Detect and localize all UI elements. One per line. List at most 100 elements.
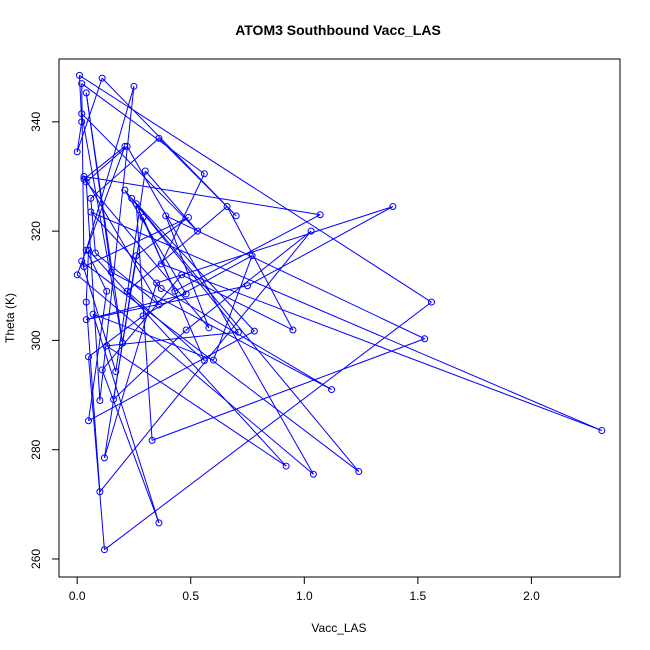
- series-segment: [85, 146, 128, 183]
- data-point: [85, 417, 93, 425]
- data-point: [232, 212, 240, 220]
- series-segment: [81, 113, 124, 344]
- data-point: [200, 357, 208, 365]
- series-segment: [101, 274, 183, 371]
- x-axis-label: Vacc_LAS: [311, 621, 366, 635]
- data-point: [598, 427, 606, 435]
- series-segment: [78, 75, 83, 122]
- series-segment: [92, 313, 214, 361]
- series-segment: [226, 206, 294, 331]
- data-point: [100, 546, 108, 554]
- data-point: [96, 488, 104, 496]
- data-point: [421, 335, 429, 343]
- series-segment: [83, 217, 189, 268]
- x-tick-label: 0.0: [69, 589, 86, 603]
- data-point: [121, 142, 129, 150]
- series-segment: [103, 282, 158, 459]
- data-point: [250, 327, 258, 335]
- y-tick-label: 300: [29, 330, 43, 350]
- y-tick-label: 260: [29, 549, 43, 569]
- data-point: [148, 436, 156, 444]
- data-point: [427, 298, 435, 306]
- data-point: [82, 178, 90, 186]
- x-tick-label: 2.0: [523, 589, 540, 603]
- data-point: [182, 326, 190, 334]
- series-segment: [81, 83, 85, 267]
- data-point: [282, 462, 290, 470]
- series-segment: [95, 252, 160, 306]
- series-segment: [106, 345, 287, 467]
- data-point: [205, 324, 213, 332]
- data-point: [110, 395, 118, 403]
- series-segment: [160, 288, 332, 391]
- data-point: [132, 252, 140, 260]
- series-segment: [92, 314, 160, 524]
- data-point: [73, 271, 81, 279]
- series-segment: [83, 178, 210, 329]
- y-axis: 260 280 300 320 340: [29, 112, 60, 569]
- series-segment: [86, 293, 187, 321]
- data-point: [155, 519, 163, 527]
- data-point: [289, 326, 297, 334]
- data-point: [78, 80, 86, 88]
- series-segment: [104, 301, 432, 551]
- x-tick-label: 1.5: [410, 589, 427, 603]
- series-segment: [156, 206, 394, 284]
- series-segment: [144, 170, 198, 232]
- data-point: [139, 213, 147, 221]
- data-point: [309, 470, 317, 478]
- series-segment: [88, 330, 255, 422]
- series-segment: [111, 271, 332, 391]
- data-point: [123, 142, 131, 150]
- data-point: [98, 74, 106, 82]
- data-point: [78, 110, 86, 118]
- series-segment: [165, 215, 210, 329]
- data-point: [85, 246, 93, 254]
- data-point: [355, 468, 363, 476]
- series-segment: [124, 189, 239, 333]
- series-segment: [131, 197, 255, 332]
- data-point: [209, 356, 217, 364]
- data-point: [162, 212, 170, 220]
- data-point: [132, 200, 140, 208]
- data-point: [139, 312, 147, 320]
- data-point: [153, 279, 161, 287]
- series-segment: [85, 92, 112, 273]
- series-segment: [79, 74, 432, 303]
- data-point: [328, 386, 336, 394]
- data-point: [82, 298, 90, 306]
- series-segment: [158, 137, 237, 217]
- series-segment: [165, 215, 425, 340]
- series-segment: [106, 331, 239, 347]
- chart-title: ATOM3 Southbound Vacc_LAS: [235, 22, 441, 38]
- y-axis-label: Theta (K): [3, 293, 17, 343]
- x-tick-label: 1.0: [296, 589, 313, 603]
- data-point: [98, 366, 106, 374]
- data-point: [157, 260, 165, 268]
- data-point: [121, 186, 129, 194]
- data-point: [184, 213, 192, 221]
- series-segment: [135, 203, 153, 441]
- series-segment: [126, 146, 314, 475]
- data-point: [200, 170, 208, 178]
- data-point: [316, 211, 324, 219]
- data-point: [123, 287, 131, 295]
- series-segment: [113, 329, 187, 400]
- series-segment: [142, 217, 205, 361]
- data-point: [75, 71, 83, 79]
- data-point: [107, 268, 115, 276]
- series-segment: [185, 230, 312, 331]
- data-point: [155, 134, 163, 142]
- data-point: [91, 249, 99, 257]
- data-point: [87, 208, 95, 216]
- data-point: [119, 339, 127, 347]
- data-point: [182, 290, 190, 298]
- x-axis: 0.0 0.5 1.0 1.5 2.0: [69, 576, 540, 603]
- data-point: [78, 118, 86, 126]
- data-point: [103, 342, 111, 350]
- series-segment: [85, 302, 101, 492]
- series-segment: [99, 86, 135, 401]
- series-segment: [76, 121, 83, 152]
- data-point: [178, 271, 186, 279]
- series-segment: [131, 198, 360, 472]
